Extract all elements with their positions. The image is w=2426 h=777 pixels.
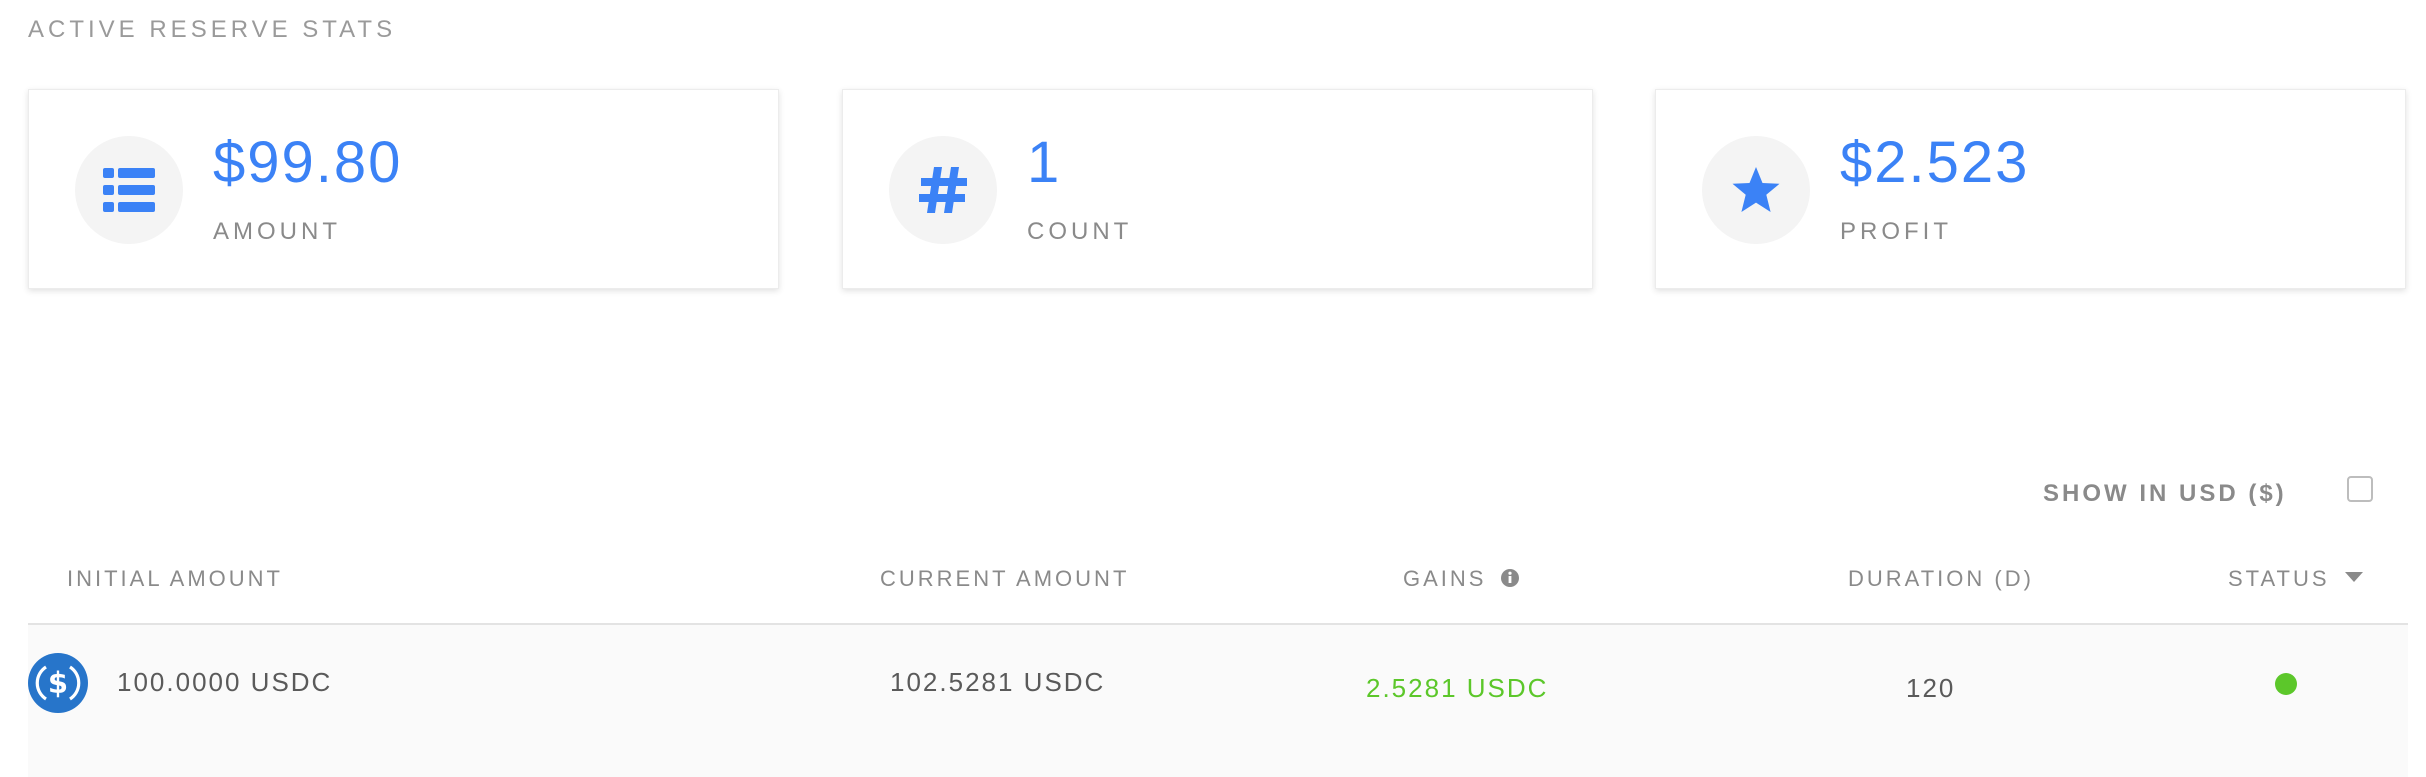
usdc-icon: $ xyxy=(28,653,88,713)
show-in-usd-checkbox[interactable] xyxy=(2347,476,2373,502)
amount-label: AMOUNT xyxy=(213,218,341,245)
star-icon xyxy=(1702,136,1810,244)
amount-value: $99.80 xyxy=(213,130,403,195)
header-duration[interactable]: DURATION (D) xyxy=(1848,566,2034,591)
list-icon xyxy=(75,136,183,244)
duration-cell: 120 xyxy=(1906,673,1956,703)
profit-value: $2.523 xyxy=(1840,130,2030,195)
info-icon[interactable] xyxy=(1500,568,1520,588)
stat-card-amount: $99.80 AMOUNT xyxy=(28,89,779,289)
header-status-label: STATUS xyxy=(2228,566,2330,591)
status-indicator xyxy=(2275,673,2297,695)
initial-amount-cell: 100.0000 USDC xyxy=(117,667,333,697)
svg-text:$: $ xyxy=(48,666,68,700)
header-current-amount[interactable]: CURRENT AMOUNT xyxy=(880,566,1130,591)
section-title: ACTIVE RESERVE STATS xyxy=(28,16,397,43)
reserves-table: INITIAL AMOUNT CURRENT AMOUNT GAINS DURA… xyxy=(28,548,2408,777)
current-amount-cell: 102.5281 USDC xyxy=(890,667,1106,697)
hash-icon xyxy=(889,136,997,244)
stat-card-count: 1 COUNT xyxy=(842,89,1593,289)
count-value: 1 xyxy=(1027,130,1062,195)
header-gains[interactable]: GAINS xyxy=(1403,566,1520,592)
header-gains-label: GAINS xyxy=(1403,566,1487,591)
header-initial-amount[interactable]: INITIAL AMOUNT xyxy=(67,566,283,591)
caret-down-icon xyxy=(2344,572,2363,582)
header-status[interactable]: STATUS xyxy=(2228,566,2363,592)
gains-cell: 2.5281 USDC xyxy=(1366,673,1549,703)
show-in-usd-label: SHOW IN USD ($) xyxy=(2043,480,2287,507)
stat-card-profit: $2.523 PROFIT xyxy=(1655,89,2406,289)
table-header: INITIAL AMOUNT CURRENT AMOUNT GAINS DURA… xyxy=(28,548,2408,625)
count-label: COUNT xyxy=(1027,218,1133,245)
table-row[interactable]: $ 100.0000 USDC 102.5281 USDC 2.5281 USD… xyxy=(28,625,2408,777)
profit-label: PROFIT xyxy=(1840,218,1952,245)
